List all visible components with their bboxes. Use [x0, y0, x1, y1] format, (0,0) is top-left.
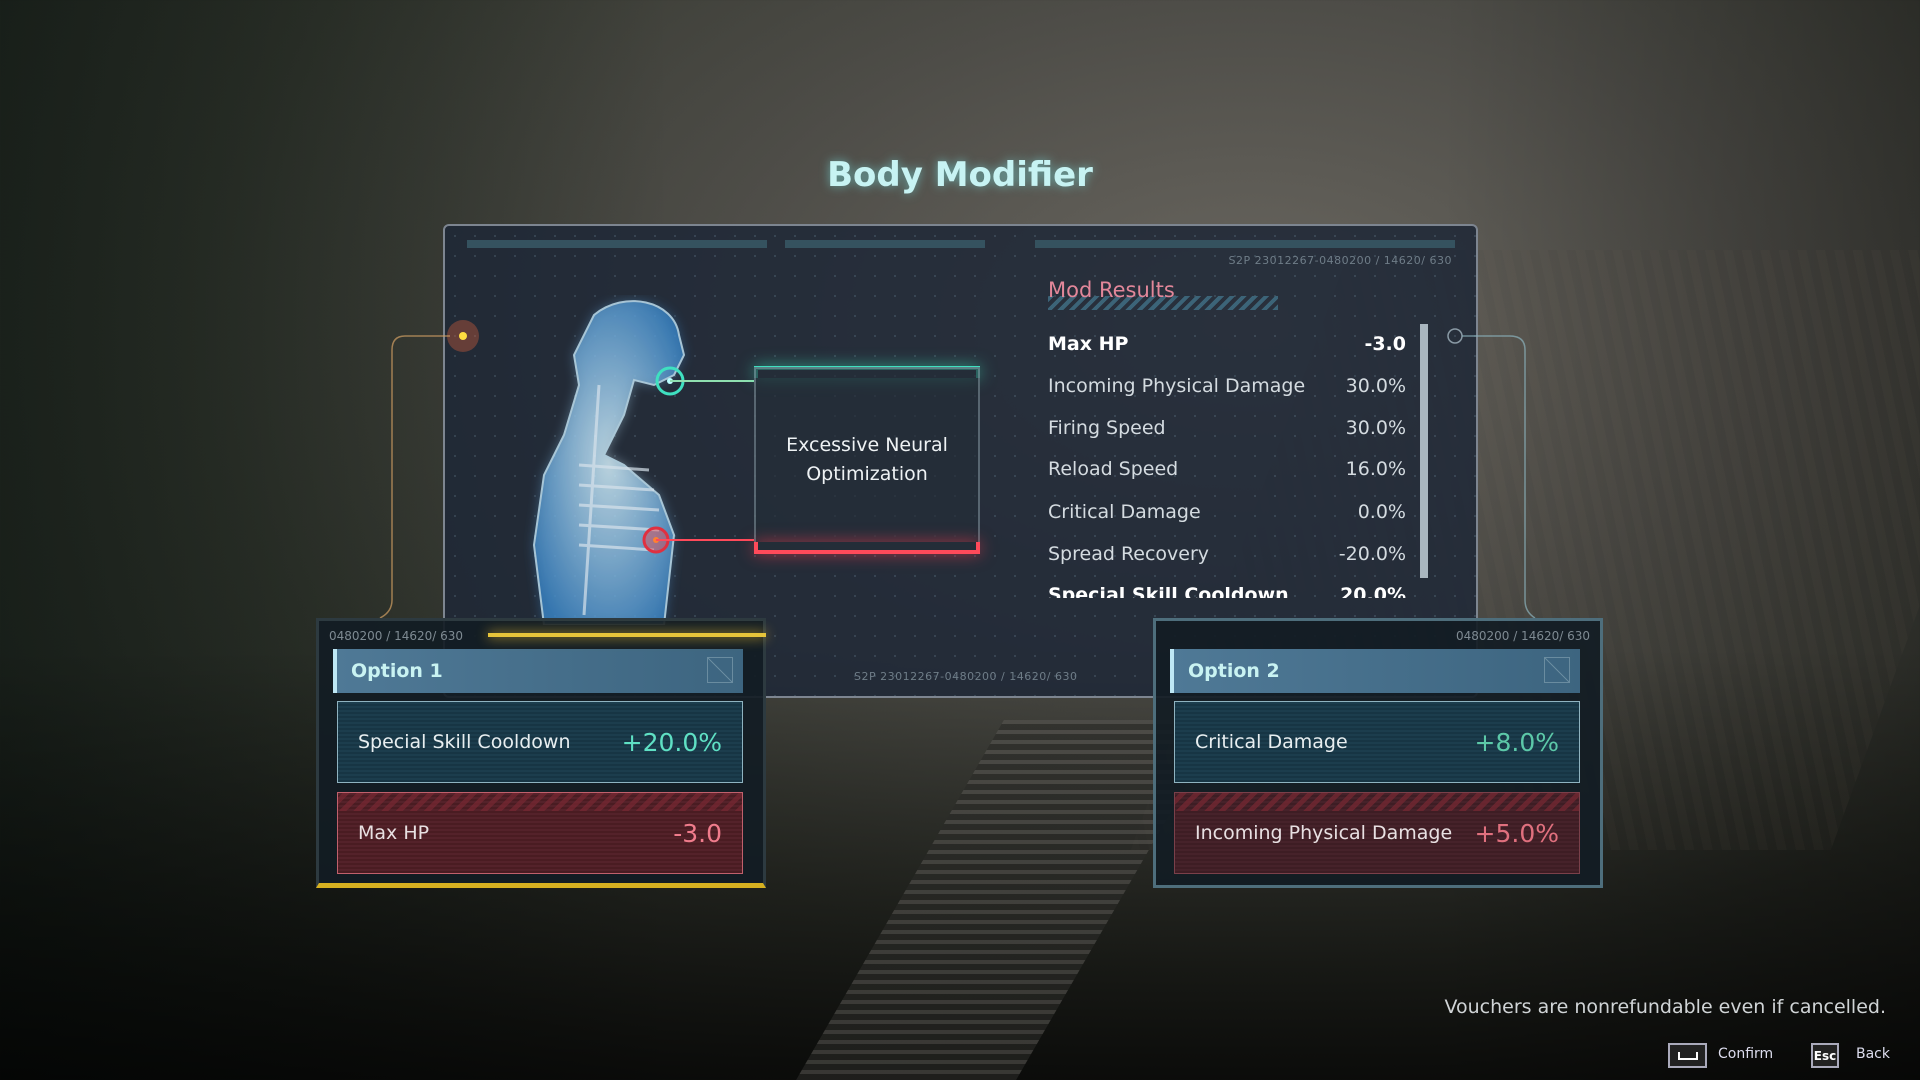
stat-value: 0.0%: [1357, 501, 1406, 523]
option-header: Option 2: [1170, 649, 1580, 693]
esc-key-icon[interactable]: Esc: [1811, 1043, 1839, 1068]
stat-label: Critical Damage: [1195, 731, 1348, 753]
stat-value: +20.0%: [621, 727, 722, 757]
option-title: Option 1: [351, 660, 443, 682]
panel-decor-bar: [785, 240, 985, 248]
voucher-notice: Vouchers are nonrefundable even if cance…: [1444, 996, 1886, 1018]
option-1-selected-indicator: [488, 633, 766, 637]
stat-value: -3.0: [673, 818, 722, 848]
confirm-button[interactable]: Confirm: [1718, 1046, 1774, 1062]
panel-code-top: S2P 23012267-0480200 / 14620/ 630: [1228, 254, 1452, 267]
option-corner-icon: [1544, 657, 1570, 683]
mod-result-row: Max HP -3.0: [1048, 333, 1406, 363]
stat-label: Max HP: [358, 822, 430, 844]
stat-label: Special Skill Cooldown: [358, 731, 571, 753]
stat-label: Special Skill Cooldown: [1048, 584, 1289, 598]
option-header: Option 1: [333, 649, 743, 693]
stat-value: 20.0%: [1340, 584, 1406, 598]
stat-label: Spread Recovery: [1048, 543, 1210, 565]
option-code: 0480200 / 14620/ 630: [329, 629, 464, 643]
stat-value: -20.0%: [1338, 543, 1406, 565]
stat-label: Incoming Physical Damage: [1195, 822, 1453, 844]
option-2-card[interactable]: 0480200 / 14620/ 630 Option 2 Critical D…: [1153, 618, 1603, 888]
mod-result-row: Special Skill Cooldown 20.0%: [1048, 584, 1406, 598]
mod-result-row: Reload Speed 16.0%: [1048, 458, 1406, 488]
panel-decor-bar: [1035, 240, 1455, 248]
mod-result-row: Incoming Physical Damage 30.0%: [1048, 375, 1406, 405]
option-positive-row: Special Skill Cooldown +20.0%: [337, 701, 743, 783]
stat-label: Max HP: [1048, 333, 1129, 355]
stat-label: Firing Speed: [1048, 417, 1166, 439]
option-corner-icon: [707, 657, 733, 683]
option-positive-row: Critical Damage +8.0%: [1174, 701, 1580, 783]
stat-label: Incoming Physical Damage: [1048, 375, 1306, 397]
back-button[interactable]: Back: [1856, 1046, 1890, 1062]
page-title: Body Modifier: [827, 155, 1093, 195]
option-1-card[interactable]: 0480200 / 14620/ 630 Option 1 Special Sk…: [316, 618, 766, 888]
mod-result-row: Critical Damage 0.0%: [1048, 501, 1406, 531]
space-key-icon[interactable]: [1668, 1043, 1707, 1068]
mod-results-title: Mod Results: [1048, 278, 1175, 302]
option-title: Option 2: [1188, 660, 1280, 682]
stat-label: Reload Speed: [1048, 458, 1179, 480]
panel-code-bottom: S2P 23012267-0480200 / 14620/ 630: [854, 670, 1078, 683]
mod-results-hatch: [1048, 296, 1278, 310]
effect-box-bottom-accent: [754, 542, 980, 554]
effect-name: Excessive Neural Optimization: [786, 434, 948, 485]
panel-decor-bar: [467, 240, 767, 248]
stat-value: 30.0%: [1345, 375, 1406, 397]
mod-results-list: Max HP -3.0 Incoming Physical Damage 30.0%…: [1048, 333, 1406, 598]
mod-result-row: Firing Speed 30.0%: [1048, 417, 1406, 447]
stat-value: 30.0%: [1345, 417, 1406, 439]
effect-name-box: Excessive Neural Optimization: [754, 367, 980, 553]
option-code: 0480200 / 14620/ 630: [1455, 629, 1590, 643]
stat-value: +5.0%: [1474, 818, 1559, 848]
stat-value: -3.0: [1364, 333, 1406, 355]
option-negative-row: Incoming Physical Damage +5.0%: [1174, 792, 1580, 874]
stat-value: +8.0%: [1474, 727, 1559, 757]
mod-result-row: Spread Recovery -20.0%: [1048, 543, 1406, 573]
option-negative-row: Max HP -3.0: [337, 792, 743, 874]
stat-value: 16.0%: [1345, 458, 1406, 480]
stat-label: Critical Damage: [1048, 501, 1201, 523]
mod-results-scrollbar[interactable]: [1420, 324, 1428, 578]
